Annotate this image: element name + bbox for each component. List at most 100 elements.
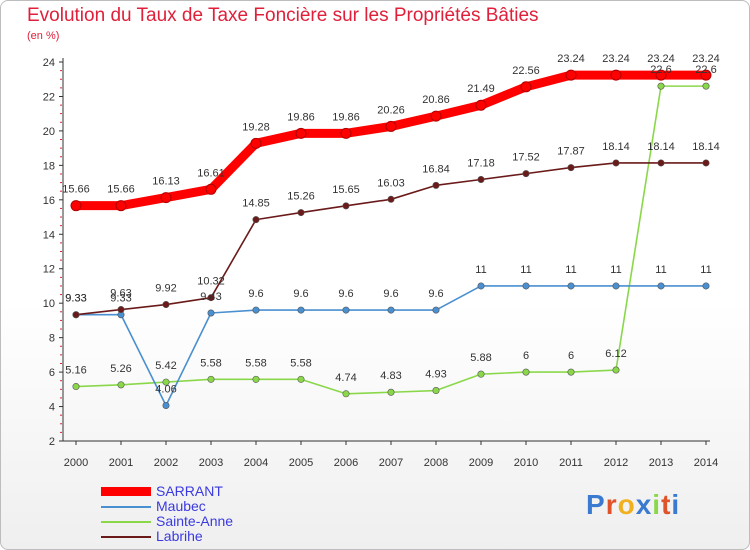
data-point-sainte-anne bbox=[162, 378, 170, 386]
data-label-labrihe: 18.14 bbox=[692, 141, 720, 153]
data-label-maubec: 11 bbox=[520, 264, 531, 276]
y-tick-label: 6 bbox=[49, 367, 55, 379]
x-tick-label: 2013 bbox=[649, 457, 673, 469]
data-label-maubec: 11 bbox=[565, 264, 576, 276]
data-point-maubec bbox=[342, 306, 350, 314]
data-label-sainte-anne: 5.88 bbox=[470, 352, 491, 364]
data-point-labrihe bbox=[432, 181, 440, 189]
legend-item-sarrant: SARRANT bbox=[101, 483, 361, 499]
data-point-sarrant bbox=[475, 99, 487, 111]
data-label-maubec: 11 bbox=[475, 264, 486, 276]
data-point-maubec bbox=[432, 306, 440, 314]
data-point-sainte-anne bbox=[72, 383, 80, 391]
legend-swatch-labrihe bbox=[101, 536, 151, 538]
y-tick-label: 16 bbox=[43, 195, 55, 207]
data-label-labrihe: 15.65 bbox=[332, 184, 360, 196]
data-point-labrihe bbox=[297, 209, 305, 217]
y-tick-label: 12 bbox=[43, 264, 55, 276]
data-label-maubec: 9.6 bbox=[293, 288, 308, 300]
data-label-sarrant: 16.13 bbox=[152, 176, 180, 188]
data-point-sainte-anne bbox=[567, 368, 575, 376]
data-point-labrihe bbox=[657, 159, 665, 167]
data-label-sainte-anne: 4.74 bbox=[335, 372, 356, 384]
data-label-labrihe: 16.03 bbox=[377, 177, 405, 189]
data-point-sarrant bbox=[565, 69, 577, 81]
logo-letter: x bbox=[635, 489, 653, 520]
data-point-sarrant bbox=[205, 183, 217, 195]
x-tick-label: 2011 bbox=[559, 457, 583, 469]
data-point-labrihe bbox=[117, 306, 125, 314]
data-point-sainte-anne bbox=[657, 82, 665, 90]
legend-label: Sainte-Anne bbox=[156, 513, 234, 529]
data-point-maubec bbox=[567, 282, 575, 290]
x-tick-label: 2010 bbox=[514, 457, 538, 469]
data-label-labrihe: 9.33 bbox=[65, 293, 86, 305]
data-label-sarrant: 19.28 bbox=[242, 121, 270, 133]
data-point-maubec bbox=[162, 402, 170, 410]
data-label-sainte-anne: 5.58 bbox=[290, 357, 311, 369]
data-point-sainte-anne bbox=[477, 370, 485, 378]
data-point-sarrant bbox=[655, 69, 667, 81]
data-label-maubec: 11 bbox=[610, 264, 621, 276]
data-point-sarrant bbox=[340, 127, 352, 139]
data-point-maubec bbox=[702, 282, 710, 290]
data-label-sarrant: 22.56 bbox=[512, 65, 540, 77]
data-point-maubec bbox=[387, 306, 395, 314]
logo-letter: r bbox=[605, 489, 618, 520]
data-label-sarrant: 20.26 bbox=[377, 104, 405, 116]
y-tick-label: 24 bbox=[43, 57, 55, 69]
x-tick-label: 2008 bbox=[424, 457, 448, 469]
data-point-labrihe bbox=[567, 164, 575, 172]
chart-title: Evolution du Taux de Taxe Foncière sur l… bbox=[27, 5, 539, 26]
legend-label: SARRANT bbox=[156, 483, 223, 499]
data-point-sarrant bbox=[250, 137, 262, 149]
data-label-maubec: 9.33 bbox=[65, 293, 86, 305]
y-tick-label: 22 bbox=[43, 91, 55, 103]
y-tick-label: 8 bbox=[49, 333, 55, 345]
data-point-labrihe bbox=[612, 159, 620, 167]
legend-swatch-sainte-anne bbox=[101, 521, 151, 523]
data-point-maubec bbox=[522, 282, 530, 290]
data-label-sarrant: 21.49 bbox=[467, 83, 495, 95]
x-tick-label: 2014 bbox=[694, 457, 718, 469]
data-point-maubec bbox=[477, 282, 485, 290]
legend-item-maubec: Maubec bbox=[101, 498, 361, 514]
data-label-maubec: 9.43 bbox=[200, 291, 221, 303]
data-label-labrihe: 16.84 bbox=[422, 163, 450, 175]
logo-letter: i bbox=[671, 489, 681, 520]
data-point-maubec bbox=[252, 306, 260, 314]
proxiti-logo: Proxiti bbox=[586, 489, 680, 521]
data-point-sarrant bbox=[70, 200, 82, 212]
data-label-sainte-anne: 4.93 bbox=[425, 369, 446, 381]
data-label-sarrant: 23.24 bbox=[647, 53, 675, 65]
data-label-maubec: 4.06 bbox=[155, 384, 176, 396]
data-point-maubec bbox=[207, 309, 215, 317]
data-point-maubec bbox=[297, 306, 305, 314]
logo-letter: i bbox=[652, 489, 662, 520]
data-label-labrihe: 15.26 bbox=[287, 191, 315, 203]
data-label-sarrant: 23.24 bbox=[602, 53, 630, 65]
data-point-sainte-anne bbox=[342, 390, 350, 398]
data-point-labrihe bbox=[162, 301, 170, 309]
data-label-maubec: 11 bbox=[655, 264, 666, 276]
data-point-sarrant bbox=[700, 69, 712, 81]
data-point-labrihe bbox=[252, 216, 260, 224]
data-label-sainte-anne: 5.16 bbox=[65, 365, 86, 377]
data-point-sainte-anne bbox=[297, 375, 305, 383]
y-tick-label: 10 bbox=[43, 298, 55, 310]
y-tick-label: 14 bbox=[43, 229, 55, 241]
legend-swatch-sarrant bbox=[101, 487, 151, 496]
data-label-sainte-anne: 22.6 bbox=[695, 64, 716, 76]
data-label-sainte-anne: 4.83 bbox=[380, 370, 401, 382]
data-point-sainte-anne bbox=[522, 368, 530, 376]
data-point-sarrant bbox=[160, 192, 172, 204]
data-point-sarrant bbox=[430, 110, 442, 122]
data-point-maubec bbox=[657, 282, 665, 290]
legend-swatch-maubec bbox=[101, 506, 151, 508]
data-point-sainte-anne bbox=[432, 387, 440, 395]
logo-letter: t bbox=[661, 489, 672, 520]
legend-item-sainte-anne: Sainte-Anne bbox=[101, 513, 361, 529]
data-label-sainte-anne: 6.12 bbox=[605, 348, 626, 360]
x-tick-label: 2006 bbox=[334, 457, 358, 469]
